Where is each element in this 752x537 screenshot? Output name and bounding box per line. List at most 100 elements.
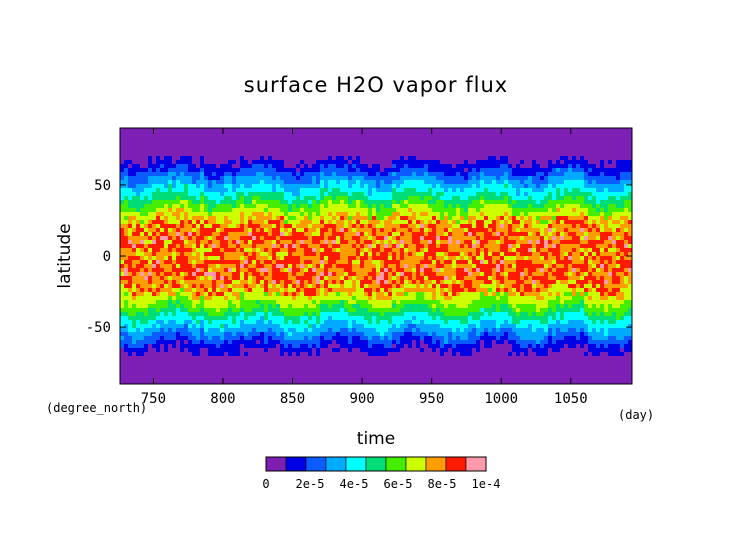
heatmap-cell: [352, 144, 357, 149]
heatmap-cell: [344, 292, 349, 297]
heatmap-cell: [212, 196, 217, 201]
heatmap-cell: [340, 256, 345, 261]
heatmap-cell: [148, 248, 153, 253]
heatmap-cell: [252, 328, 257, 333]
heatmap-cell: [216, 328, 221, 333]
heatmap-cell: [120, 180, 125, 185]
heatmap-cell: [284, 336, 289, 341]
heatmap-cell: [188, 176, 193, 181]
heatmap-cell: [320, 272, 325, 277]
heatmap-cell: [424, 260, 429, 265]
heatmap-cell: [204, 212, 209, 217]
heatmap-cell: [356, 256, 361, 261]
heatmap-cell: [144, 128, 149, 133]
heatmap-cell: [280, 208, 285, 213]
heatmap-cell: [360, 188, 365, 193]
heatmap-cell: [264, 328, 269, 333]
heatmap-cell: [340, 152, 345, 157]
heatmap-cell: [124, 348, 129, 353]
heatmap-cell: [264, 264, 269, 269]
heatmap-cell: [284, 248, 289, 253]
heatmap-cell: [308, 140, 313, 145]
heatmap-cell: [364, 188, 369, 193]
heatmap-cell: [164, 296, 169, 301]
heatmap-cell: [280, 344, 285, 349]
heatmap-cell: [288, 380, 293, 385]
heatmap-cell: [312, 232, 317, 237]
heatmap-cell: [400, 176, 405, 181]
heatmap-cell: [196, 212, 201, 217]
heatmap-cell: [192, 260, 197, 265]
heatmap-cell: [324, 364, 329, 369]
heatmap-cell: [144, 360, 149, 365]
heatmap-cell: [124, 288, 129, 293]
heatmap-cell: [324, 304, 329, 309]
heatmap-cell: [320, 264, 325, 269]
heatmap-cell: [380, 340, 385, 345]
heatmap-cell: [388, 228, 393, 233]
heatmap-cell: [368, 160, 373, 165]
heatmap-cell: [328, 364, 333, 369]
heatmap-cell: [424, 380, 429, 385]
heatmap-cell: [164, 128, 169, 133]
heatmap-cell: [396, 144, 401, 149]
heatmap-cell: [228, 300, 233, 305]
heatmap-cell: [196, 288, 201, 293]
heatmap-cell: [184, 168, 189, 173]
heatmap-cell: [216, 148, 221, 153]
heatmap-cell: [128, 356, 133, 361]
heatmap-cell: [160, 232, 165, 237]
heatmap-cell: [140, 268, 145, 273]
heatmap-cell: [172, 312, 177, 317]
heatmap-cell: [184, 264, 189, 269]
heatmap-cell: [124, 356, 129, 361]
heatmap-cell: [428, 356, 433, 361]
heatmap-cell: [356, 340, 361, 345]
heatmap-cell: [124, 188, 129, 193]
heatmap-cell: [196, 292, 201, 297]
heatmap-cell: [148, 356, 153, 361]
heatmap-cell: [272, 272, 277, 277]
heatmap-cell: [264, 292, 269, 297]
heatmap-cell: [192, 296, 197, 301]
heatmap-cell: [388, 164, 393, 169]
heatmap-cell: [324, 200, 329, 205]
heatmap-cell: [312, 208, 317, 213]
heatmap-cell: [148, 360, 153, 365]
heatmap-cell: [188, 224, 193, 229]
heatmap-cell: [324, 148, 329, 153]
heatmap-cell: [380, 332, 385, 337]
heatmap-cell: [400, 300, 405, 305]
heatmap-cell: [352, 204, 357, 209]
heatmap-cell: [332, 356, 337, 361]
heatmap-cell: [292, 260, 297, 265]
heatmap-cell: [392, 156, 397, 161]
heatmap-cell: [244, 300, 249, 305]
heatmap-cell: [228, 148, 233, 153]
heatmap-cell: [244, 176, 249, 181]
heatmap-cell: [216, 188, 221, 193]
heatmap-cell: [260, 228, 265, 233]
heatmap-cell: [248, 164, 253, 169]
heatmap-cell: [152, 168, 157, 173]
heatmap-cell: [172, 236, 177, 241]
heatmap-cell: [148, 168, 153, 173]
heatmap-cell: [228, 244, 233, 249]
heatmap-cell: [288, 296, 293, 301]
heatmap-cell: [420, 376, 425, 381]
heatmap-cell: [236, 332, 241, 337]
heatmap-cell: [120, 288, 125, 293]
heatmap-cell: [292, 200, 297, 205]
heatmap-cell: [192, 328, 197, 333]
heatmap-cell: [160, 356, 165, 361]
heatmap-cell: [300, 148, 305, 153]
heatmap-cell: [236, 164, 241, 169]
heatmap-cell: [188, 268, 193, 273]
heatmap-cell: [264, 148, 269, 153]
heatmap-cell: [408, 324, 413, 329]
heatmap-cell: [256, 328, 261, 333]
heatmap-cell: [124, 272, 129, 277]
heatmap-cell: [244, 312, 249, 317]
heatmap-cell: [168, 332, 173, 337]
heatmap-cell: [212, 304, 217, 309]
